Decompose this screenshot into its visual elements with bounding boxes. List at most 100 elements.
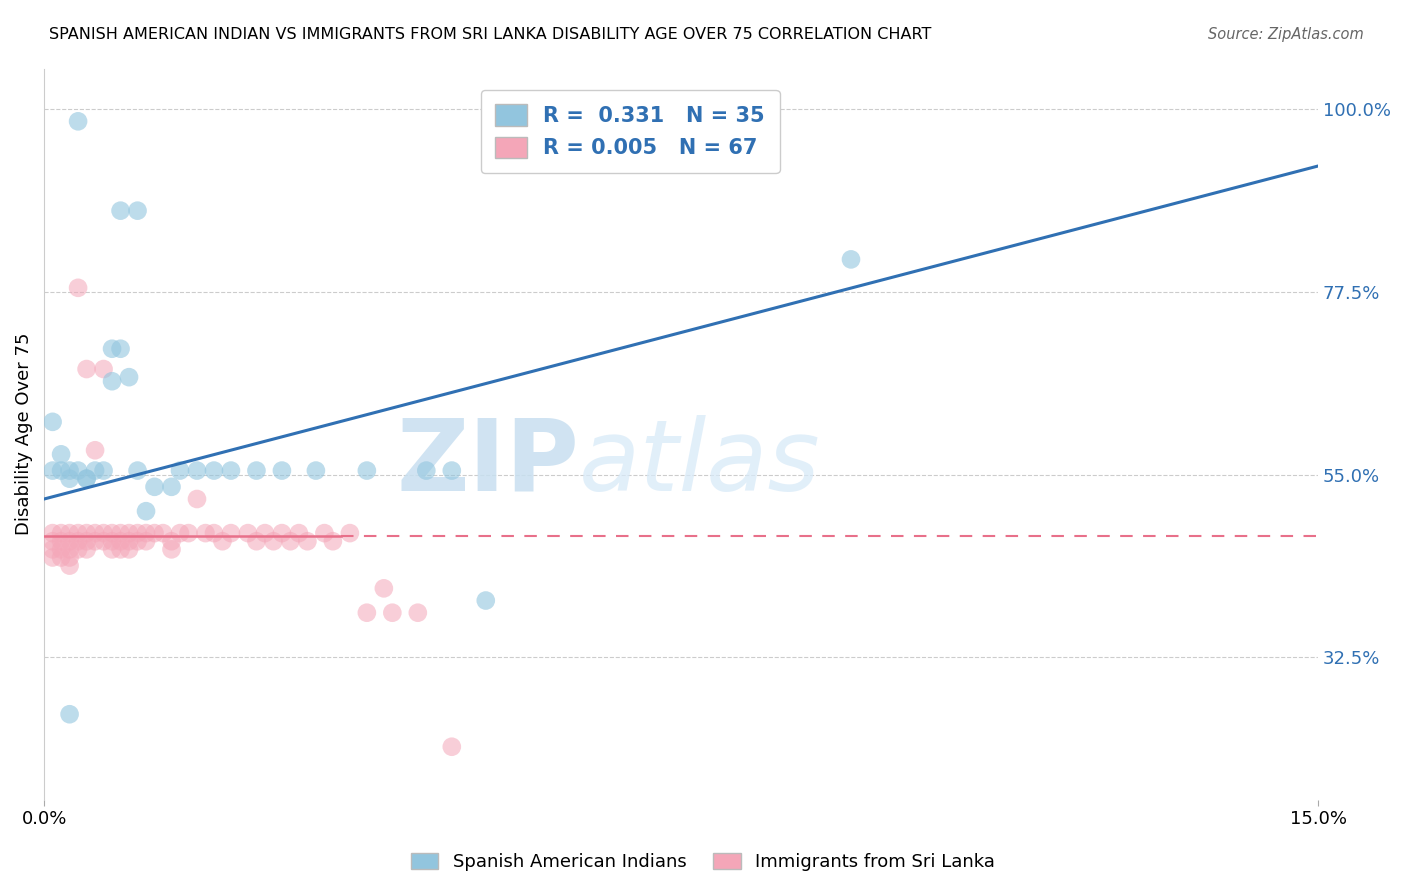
- Point: [406, 606, 429, 620]
- Point: [186, 491, 208, 506]
- Point: [356, 464, 378, 478]
- Point: [440, 739, 463, 754]
- Point: [84, 443, 107, 458]
- Point: [135, 526, 157, 541]
- Point: [49, 542, 72, 557]
- Text: SPANISH AMERICAN INDIAN VS IMMIGRANTS FROM SRI LANKA DISABILITY AGE OVER 75 CORR: SPANISH AMERICAN INDIAN VS IMMIGRANTS FR…: [49, 27, 932, 42]
- Point: [415, 464, 437, 478]
- Point: [84, 534, 107, 549]
- Point: [41, 415, 63, 429]
- Point: [93, 464, 115, 478]
- Point: [211, 534, 233, 549]
- Point: [322, 534, 344, 549]
- Point: [118, 534, 141, 549]
- Point: [49, 534, 72, 549]
- Point: [127, 534, 149, 549]
- Point: [93, 526, 115, 541]
- Point: [271, 464, 294, 478]
- Point: [67, 526, 90, 541]
- Point: [93, 534, 115, 549]
- Point: [143, 526, 166, 541]
- Point: [101, 542, 124, 557]
- Point: [110, 526, 132, 541]
- Point: [160, 542, 183, 557]
- Point: [127, 526, 149, 541]
- Point: [160, 480, 183, 494]
- Point: [76, 526, 98, 541]
- Point: [101, 534, 124, 549]
- Point: [253, 526, 276, 541]
- Legend: Spanish American Indians, Immigrants from Sri Lanka: Spanish American Indians, Immigrants fro…: [404, 846, 1002, 879]
- Point: [305, 464, 328, 478]
- Point: [262, 534, 284, 549]
- Point: [475, 593, 498, 607]
- Point: [288, 526, 311, 541]
- Y-axis label: Disability Age Over 75: Disability Age Over 75: [15, 333, 32, 535]
- Point: [135, 534, 157, 549]
- Point: [118, 370, 141, 384]
- Point: [76, 472, 98, 486]
- Point: [110, 534, 132, 549]
- Point: [76, 472, 98, 486]
- Point: [194, 526, 217, 541]
- Point: [67, 114, 90, 128]
- Point: [202, 464, 225, 478]
- Text: Source: ZipAtlas.com: Source: ZipAtlas.com: [1208, 27, 1364, 42]
- Point: [76, 362, 98, 376]
- Point: [202, 526, 225, 541]
- Point: [49, 447, 72, 461]
- Point: [41, 550, 63, 565]
- Point: [49, 526, 72, 541]
- Point: [110, 203, 132, 218]
- Point: [160, 534, 183, 549]
- Point: [67, 534, 90, 549]
- Point: [219, 464, 242, 478]
- Point: [58, 526, 80, 541]
- Point: [84, 464, 107, 478]
- Point: [219, 526, 242, 541]
- Point: [314, 526, 336, 541]
- Point: [93, 362, 115, 376]
- Point: [58, 464, 80, 478]
- Point: [41, 526, 63, 541]
- Point: [169, 526, 191, 541]
- Text: ZIP: ZIP: [396, 415, 579, 512]
- Point: [76, 534, 98, 549]
- Point: [356, 606, 378, 620]
- Point: [110, 342, 132, 356]
- Point: [280, 534, 302, 549]
- Point: [101, 526, 124, 541]
- Point: [110, 542, 132, 557]
- Point: [245, 464, 267, 478]
- Point: [373, 582, 395, 596]
- Point: [297, 534, 319, 549]
- Point: [271, 526, 294, 541]
- Point: [67, 542, 90, 557]
- Point: [58, 558, 80, 573]
- Point: [41, 542, 63, 557]
- Point: [67, 464, 90, 478]
- Point: [186, 464, 208, 478]
- Point: [236, 526, 259, 541]
- Point: [101, 342, 124, 356]
- Point: [41, 464, 63, 478]
- Point: [58, 472, 80, 486]
- Point: [49, 550, 72, 565]
- Point: [440, 464, 463, 478]
- Point: [169, 464, 191, 478]
- Point: [135, 504, 157, 518]
- Text: atlas: atlas: [579, 415, 821, 512]
- Legend: R =  0.331   N = 35, R = 0.005   N = 67: R = 0.331 N = 35, R = 0.005 N = 67: [481, 90, 779, 173]
- Point: [67, 281, 90, 295]
- Point: [58, 534, 80, 549]
- Point: [152, 526, 174, 541]
- Point: [177, 526, 200, 541]
- Point: [118, 542, 141, 557]
- Point: [118, 526, 141, 541]
- Point: [127, 464, 149, 478]
- Point: [101, 374, 124, 388]
- Point: [245, 534, 267, 549]
- Point: [339, 526, 361, 541]
- Point: [41, 534, 63, 549]
- Point: [58, 550, 80, 565]
